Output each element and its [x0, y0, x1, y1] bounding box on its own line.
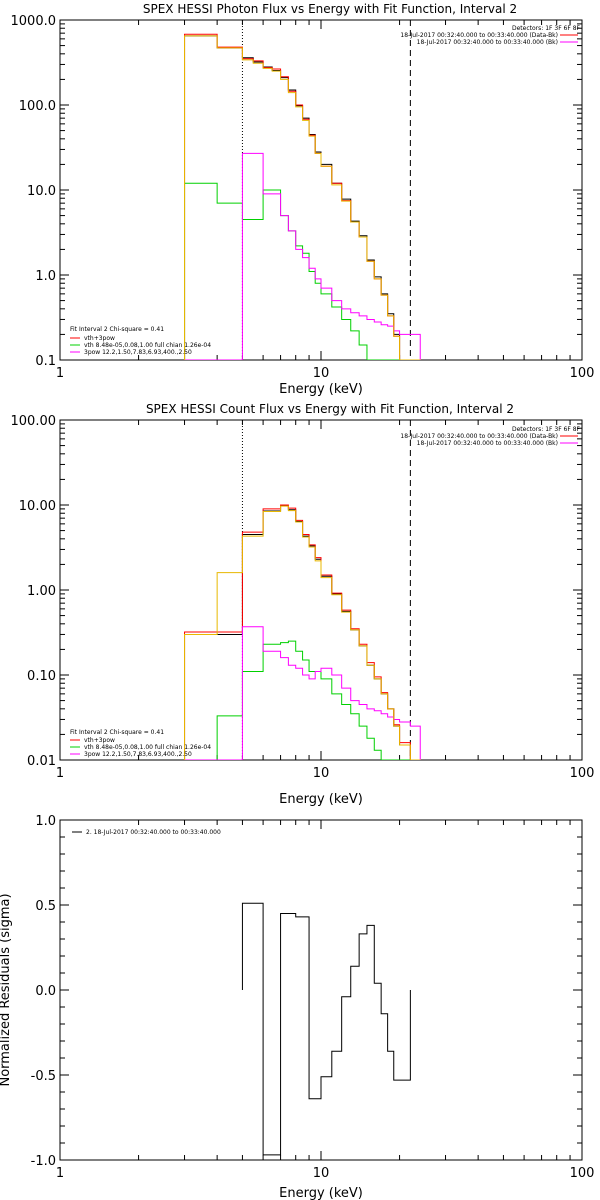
- residuals-chart: 1 10 100 1.0 0.5 0.0 -0.5 -1.0 Energy (keV) Nor…: [0, 814, 594, 1200]
- legend-series-3pow: 3pow 12.2,1.50,7.83,6.93,400.,2.50: [84, 751, 192, 758]
- legend-series-vth3pow: vth+3pow: [84, 335, 115, 342]
- x-tick-label: 1: [56, 1166, 64, 1181]
- legend-series-residual: 2. 18-Jul-2017 00:32:40.000 to 00:33:40.…: [86, 829, 221, 836]
- legend-series-vth: vth 8.48e-05,0.08,1.00 full chian 1.26e-…: [84, 342, 211, 349]
- series-line-3: [184, 152, 421, 360]
- series-line-4: [184, 505, 421, 760]
- count-flux-chart: SPEX HESSI Count Flux vs Energy with Fit…: [11, 402, 595, 807]
- photon-flux-chart: SPEX HESSI Photon Flux vs Energy with Fi…: [11, 2, 595, 397]
- legend-detectors: Detectors: 1F 3F 6F 8F: [512, 25, 581, 32]
- legend-series-vth3pow: vth+3pow: [84, 737, 115, 744]
- series-line-2: [184, 182, 421, 360]
- x-tick-label: 10: [313, 766, 330, 781]
- chart-title: SPEX HESSI Count Flux vs Energy with Fit…: [146, 402, 514, 416]
- x-tick-label: 100: [570, 766, 595, 781]
- legend-series-vth: vth 8.48e-05,0.08,1.00 full chian 1.26e-…: [84, 744, 211, 751]
- legend-left: Fit Interval 2 Chi-square = 0.41 vth+3po…: [70, 729, 211, 758]
- legend-fit-header: Fit Interval 2 Chi-square = 0.41: [70, 729, 164, 736]
- x-tick-label: 10: [313, 1166, 330, 1181]
- series-line-0: [184, 35, 421, 360]
- legend-left: 2. 18-Jul-2017 00:32:40.000 to 00:33:40.…: [72, 829, 221, 836]
- legend-data-bk: 18-Jul-2017 00:32:40.000 to 00:33:40.000…: [400, 433, 558, 440]
- y-tick-label: -0.5: [31, 1069, 56, 1084]
- y-tick-label: -1.0: [31, 1154, 56, 1169]
- legend-fit-header: Fit Interval 2 Chi-square = 0.41: [70, 326, 164, 333]
- chart-title: SPEX HESSI Photon Flux vs Energy with Fi…: [143, 2, 517, 16]
- legend-left: Fit Interval 2 Chi-square = 0.41 vth+3po…: [70, 326, 211, 356]
- y-tick-label: 1.0: [35, 269, 56, 284]
- series-line-3: [184, 626, 421, 760]
- x-tick-label: 1: [56, 366, 64, 381]
- y-tick-label: 0.01: [27, 754, 56, 769]
- x-axis-label: Energy (keV): [279, 1186, 363, 1200]
- x-axis-label: Energy (keV): [279, 792, 363, 807]
- y-axis-label: Normalized Residuals (sigma): [0, 893, 13, 1086]
- y-tick-label: 0.1: [35, 354, 56, 369]
- y-tick-label: 100.00: [11, 414, 57, 429]
- y-tick-label: 0.5: [35, 899, 56, 914]
- series-line-4: [184, 35, 421, 360]
- x-tick-label: 1: [56, 766, 64, 781]
- legend-bk: 18-Jul-2017 00:32:40.000 to 00:33:40.000…: [417, 39, 558, 46]
- y-tick-label: 1000.0: [11, 14, 57, 29]
- x-tick-label: 10: [313, 366, 330, 381]
- legend-right: Detectors: 1F 3F 6F 8F 18-Jul-2017 00:32…: [400, 426, 580, 447]
- plot-frame: [59, 19, 583, 361]
- x-tick-label: 100: [570, 1166, 595, 1181]
- legend-detectors: Detectors: 1F 3F 6F 8F: [512, 426, 581, 433]
- legend-right: Detectors: 1F 3F 6F 8F 18-Jul-2017 00:32…: [400, 25, 580, 46]
- legend-bk: 18-Jul-2017 00:32:40.000 to 00:33:40.000…: [417, 440, 558, 447]
- y-tick-label: 100.0: [19, 99, 56, 114]
- plot-frame: [59, 819, 583, 1161]
- plot-frame: [59, 419, 583, 761]
- series-line-1: [184, 33, 421, 360]
- y-tick-label: 1.0: [35, 814, 56, 829]
- series-line-0: [184, 505, 421, 760]
- y-tick-label: 10.0: [27, 184, 56, 199]
- y-tick-label: 10.00: [19, 499, 56, 514]
- series-line-2: [184, 640, 421, 760]
- legend-series-3pow: 3pow 12.2,1.50,7.83,6.93,400.,2.50: [84, 349, 192, 356]
- y-tick-label: 1.00: [27, 584, 56, 599]
- legend-data-bk: 18-Jul-2017 00:32:40.000 to 00:33:40.000…: [400, 32, 558, 39]
- y-tick-label: 0.10: [27, 669, 56, 684]
- series-line-0: [241, 902, 411, 1156]
- y-tick-label: 0.0: [35, 984, 56, 999]
- x-tick-label: 100: [570, 366, 595, 381]
- series-line-1: [184, 504, 421, 760]
- x-axis-label: Energy (keV): [279, 382, 363, 397]
